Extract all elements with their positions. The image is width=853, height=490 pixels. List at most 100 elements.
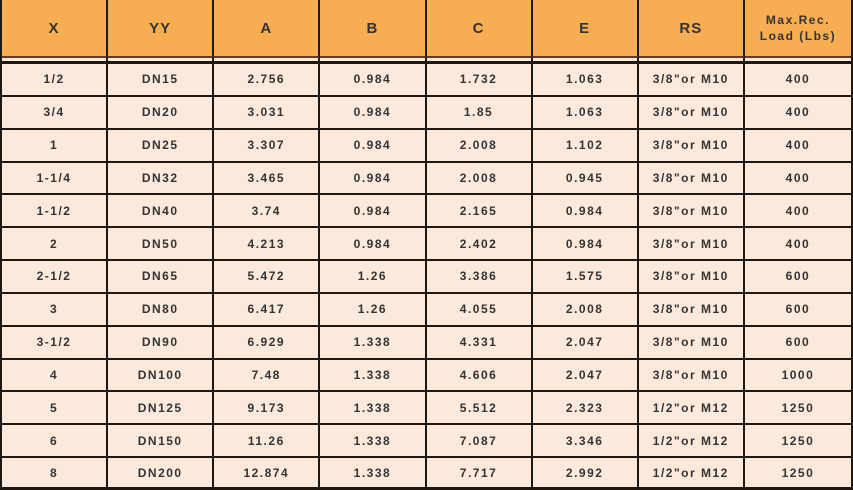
table-cell: 6.929 xyxy=(214,326,321,360)
table-cell: 0.984 xyxy=(532,228,639,262)
table-cell: 3.031 xyxy=(214,96,321,130)
table-row: 3-1/2 DN90 6.929 1.338 4.331 2.047 3/8"or M10 6… xyxy=(2,326,851,360)
table-cell: 400 xyxy=(744,96,851,130)
table-row: 1/2 DN15 2.756 0.984 1.732 1.063 3/8"or M10 400 xyxy=(2,64,851,97)
table-cell: 8 xyxy=(2,458,109,487)
table-cell: 3/8"or M10 xyxy=(638,359,745,393)
table-cell: DN200 xyxy=(108,458,215,487)
table-cell: 1.732 xyxy=(426,64,533,97)
table-cell: 1/2"or M12 xyxy=(638,425,745,459)
table-cell: 11.26 xyxy=(214,425,321,459)
table-cell: 1-1/2 xyxy=(2,195,109,229)
table-cell: 3/4 xyxy=(2,96,109,130)
table-cell: DN125 xyxy=(108,392,215,426)
table-cell: 1/2 xyxy=(2,64,109,97)
table-cell: 2.323 xyxy=(532,392,639,426)
table-cell: 1.102 xyxy=(532,129,639,163)
table-row: 4 DN100 7.48 1.338 4.606 2.047 3/8"or M10 1000 xyxy=(2,359,851,393)
table-cell: 1-1/4 xyxy=(2,162,109,196)
table-row: 3/4 DN20 3.031 0.984 1.85 1.063 3/8"or M10 400 xyxy=(2,96,851,130)
table-cell: DN15 xyxy=(108,64,215,97)
table-cell: 2.008 xyxy=(532,293,639,327)
table-cell: DN50 xyxy=(108,228,215,262)
table-cell: 600 xyxy=(744,261,851,294)
table-cell: 0.984 xyxy=(320,129,427,163)
table-cell: 1.85 xyxy=(426,96,533,130)
table-cell: 1.26 xyxy=(320,293,427,327)
table-cell: DN150 xyxy=(108,425,215,459)
table-cell: 400 xyxy=(744,228,851,262)
table-cell: 600 xyxy=(744,326,851,360)
col-header-yy: YY xyxy=(108,0,215,58)
table-cell: 400 xyxy=(744,195,851,229)
table-cell: 2.047 xyxy=(532,359,639,393)
table-row: 1-1/4 DN32 3.465 0.984 2.008 0.945 3/8"or M10 4… xyxy=(2,162,851,196)
table-cell: 2 xyxy=(2,228,109,262)
table-cell: 2.992 xyxy=(532,458,639,487)
table-cell: 0.984 xyxy=(320,228,427,262)
table-cell: 2.047 xyxy=(532,326,639,360)
table-row: 3 DN80 6.417 1.26 4.055 2.008 3/8"or M10 600 xyxy=(2,293,851,327)
table-cell: 0.984 xyxy=(320,64,427,97)
table-cell: 3.346 xyxy=(532,425,639,459)
table-cell: 2.008 xyxy=(426,162,533,196)
table-cell: 7.087 xyxy=(426,425,533,459)
table-cell: 5 xyxy=(2,392,109,426)
table-cell: 400 xyxy=(744,64,851,97)
table-cell: DN32 xyxy=(108,162,215,196)
table-cell: 3/8"or M10 xyxy=(638,293,745,327)
table-cell: 3/8"or M10 xyxy=(638,162,745,196)
table-row: 5 DN125 9.173 1.338 5.512 2.323 1/2"or M12 1250 xyxy=(2,392,851,426)
table-cell: 5.512 xyxy=(426,392,533,426)
table-cell: 1250 xyxy=(744,392,851,426)
table-row: 1-1/2 DN40 3.74 0.984 2.165 0.984 3/8"or M10 40… xyxy=(2,195,851,229)
table-cell: 4.606 xyxy=(426,359,533,393)
table-cell: 0.984 xyxy=(320,96,427,130)
table-cell: 1/2"or M12 xyxy=(638,458,745,487)
table-row: 2 DN50 4.213 0.984 2.402 0.984 3/8"or M10 400 xyxy=(2,228,851,262)
table-cell: 5.472 xyxy=(214,261,321,294)
table-row: 1 DN25 3.307 0.984 2.008 1.102 3/8"or M10 400 xyxy=(2,129,851,163)
table-cell: DN65 xyxy=(108,261,215,294)
table-header: X YY A B C E RS Max.Rec. Load (Lbs) xyxy=(2,0,851,58)
table-row: 8 DN200 12.874 1.338 7.717 2.992 1/2"or M12 125… xyxy=(2,458,851,487)
col-header-rs: RS xyxy=(638,0,745,58)
table-body: 1/2 DN15 2.756 0.984 1.732 1.063 3/8"or M10 400… xyxy=(2,58,851,487)
table-cell: 400 xyxy=(744,162,851,196)
table-cell: 12.874 xyxy=(214,458,321,487)
header-row: X YY A B C E RS Max.Rec. Load (Lbs) xyxy=(2,0,851,58)
table-cell: 0.984 xyxy=(320,162,427,196)
col-header-a: A xyxy=(214,0,321,58)
col-header-b: B xyxy=(320,0,427,58)
table-cell: 3/8"or M10 xyxy=(638,195,745,229)
table-cell: 3.386 xyxy=(426,261,533,294)
table-cell: 1.338 xyxy=(320,359,427,393)
table-cell: 1.338 xyxy=(320,425,427,459)
table-cell: 1.338 xyxy=(320,458,427,487)
col-header-c: C xyxy=(426,0,533,58)
table-cell: 2.402 xyxy=(426,228,533,262)
table-cell: 3/8"or M10 xyxy=(638,129,745,163)
table-cell: 2-1/2 xyxy=(2,261,109,294)
table-cell: 2.165 xyxy=(426,195,533,229)
table-cell: 1000 xyxy=(744,359,851,393)
table-cell: 0.984 xyxy=(532,195,639,229)
table-cell: 3/8"or M10 xyxy=(638,64,745,97)
table-cell: 600 xyxy=(744,293,851,327)
col-header-x: X xyxy=(2,0,109,58)
table-cell: DN40 xyxy=(108,195,215,229)
table-cell: 3/8"or M10 xyxy=(638,326,745,360)
table-cell: 3-1/2 xyxy=(2,326,109,360)
table-cell: 6 xyxy=(2,425,109,459)
table-cell: 4 xyxy=(2,359,109,393)
table-cell: 4.213 xyxy=(214,228,321,262)
table-cell: 0.984 xyxy=(320,195,427,229)
table-cell: 400 xyxy=(744,129,851,163)
table-cell: 1.063 xyxy=(532,64,639,97)
table-cell: 1.338 xyxy=(320,392,427,426)
table-cell: 9.173 xyxy=(214,392,321,426)
table-cell: 3/8"or M10 xyxy=(638,261,745,294)
table-cell: 3/8"or M10 xyxy=(638,228,745,262)
table-cell: DN100 xyxy=(108,359,215,393)
